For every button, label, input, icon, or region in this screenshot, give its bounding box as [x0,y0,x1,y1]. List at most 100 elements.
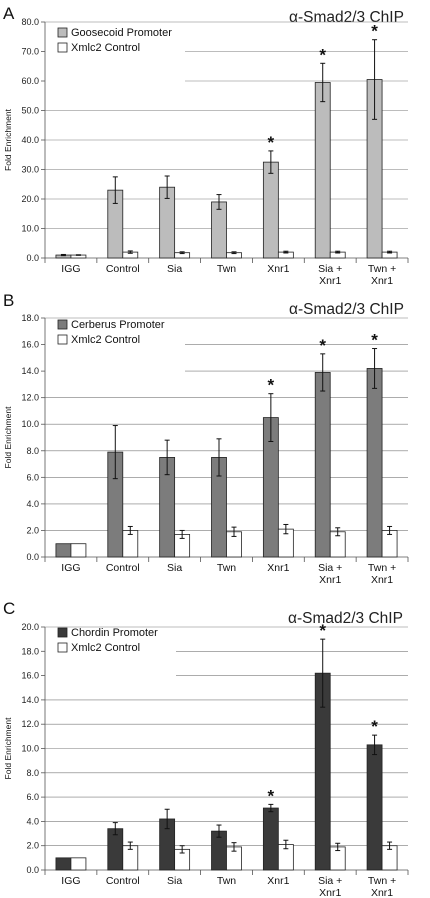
y-tick-label: 14.0 [21,366,39,376]
bar-promoter [262,807,279,871]
bar-promoter [314,372,331,558]
x-category-label: Control [106,875,140,887]
y-tick-label: 10.0 [21,419,39,429]
y-tick-label: 2.0 [26,841,39,851]
legend-label: Xmlc2 Control [71,642,140,654]
x-category-label: Twn + [368,875,396,887]
x-category-label: Xnr1 [267,562,289,574]
bar-promoter [262,161,279,259]
x-category-label: Xnr1 [267,263,289,275]
y-axis-label: Fold Enrichment [3,406,13,469]
x-category-label: Xnr1 [371,275,393,287]
x-category-label: Xnr1 [371,574,393,586]
bar-promoter [366,368,383,558]
x-category-label: IGG [61,562,80,574]
bar-promoter [55,857,72,871]
chip-annotation: α-Smad2/3 ChIP [289,9,404,26]
y-tick-label: 10.0 [21,744,39,754]
y-tick-label: 0.0 [26,253,39,263]
significance-star: * [319,336,326,355]
x-category-label: Xnr1 [371,887,393,898]
y-tick-label: 4.0 [26,816,39,826]
significance-star: * [371,331,378,350]
y-tick-label: 40.0 [21,135,39,145]
legend-label: Cerberus Promoter [71,319,165,331]
significance-star: * [268,786,275,805]
y-tick-label: 50.0 [21,106,39,116]
x-category-label: Sia + [318,263,342,275]
legend-label: Goosecoid Promoter [71,27,172,39]
x-category-label: Control [106,263,140,275]
bar-promoter [211,201,227,259]
x-category-label: IGG [61,875,80,887]
y-tick-label: 6.0 [26,792,39,802]
x-category-label: Sia [167,562,182,574]
y-tick-label: 2.0 [26,525,39,535]
y-tick-label: 8.0 [26,768,39,778]
significance-star: * [319,621,326,640]
y-tick-label: 14.0 [21,695,39,705]
x-category-label: Twn + [368,562,396,574]
y-tick-label: 18.0 [21,646,39,656]
y-tick-label: 10.0 [21,224,39,234]
y-axis-label: Fold Enrichment [3,108,13,171]
y-tick-label: 60.0 [21,76,39,86]
legend-swatch [57,642,68,653]
significance-star: * [319,45,326,64]
y-tick-label: 70.0 [21,47,39,57]
x-category-label: Sia [167,875,182,887]
x-category-label: Control [106,562,140,574]
x-category-label: Xnr1 [267,875,289,887]
panel-letter: A [3,4,15,23]
x-category-label: Sia [167,263,182,275]
significance-star: * [268,133,275,152]
x-category-label: Twn + [368,263,396,275]
significance-star: * [371,22,378,41]
y-tick-label: 30.0 [21,165,39,175]
y-tick-label: 12.0 [21,719,39,729]
legend-label: Chordin Promoter [71,627,158,639]
chip-annotation: α-Smad2/3 ChIP [289,301,404,318]
bar-control [70,857,87,871]
chip-annotation: α-Smad2/3 ChIP [288,610,403,627]
x-category-label: Xnr1 [319,574,341,586]
y-tick-label: 20.0 [21,622,39,632]
bar-promoter [55,543,72,558]
legend-swatch [57,319,68,330]
y-tick-label: 0.0 [26,552,39,562]
y-tick-label: 16.0 [21,671,39,681]
x-category-label: Sia + [318,562,342,574]
y-tick-label: 12.0 [21,393,39,403]
x-category-label: Xnr1 [319,887,341,898]
x-category-label: Twn [217,562,236,574]
significance-star: * [371,717,378,736]
panel-c: Cα-Smad2/3 ChIP 0.0 2.0 4.0 6.0 8.0 10.0 12.0 14… [3,599,409,898]
y-tick-label: 8.0 [26,446,39,456]
legend-swatch [57,27,68,38]
x-category-label: Xnr1 [319,275,341,287]
y-tick-label: 6.0 [26,472,39,482]
y-tick-label: 18.0 [21,313,39,323]
y-tick-label: 20.0 [21,194,39,204]
legend-swatch [57,42,68,53]
y-tick-label: 80.0 [21,17,39,27]
legend-label: Xmlc2 Control [71,42,140,54]
y-tick-label: 0.0 [26,865,39,875]
bar-control [70,543,87,558]
legend-label: Xmlc2 Control [71,334,140,346]
panel-letter: C [3,599,15,618]
y-tick-label: 4.0 [26,499,39,509]
bar-promoter [366,744,383,871]
x-category-label: Twn [217,875,236,887]
x-category-label: IGG [61,263,80,275]
legend-swatch [57,627,68,638]
x-category-label: Twn [217,263,236,275]
y-tick-label: 16.0 [21,340,39,350]
panel-letter: B [3,291,14,310]
y-axis-label: Fold Enrichment [3,717,13,780]
significance-star: * [268,376,275,395]
bar-promoter [314,82,331,259]
